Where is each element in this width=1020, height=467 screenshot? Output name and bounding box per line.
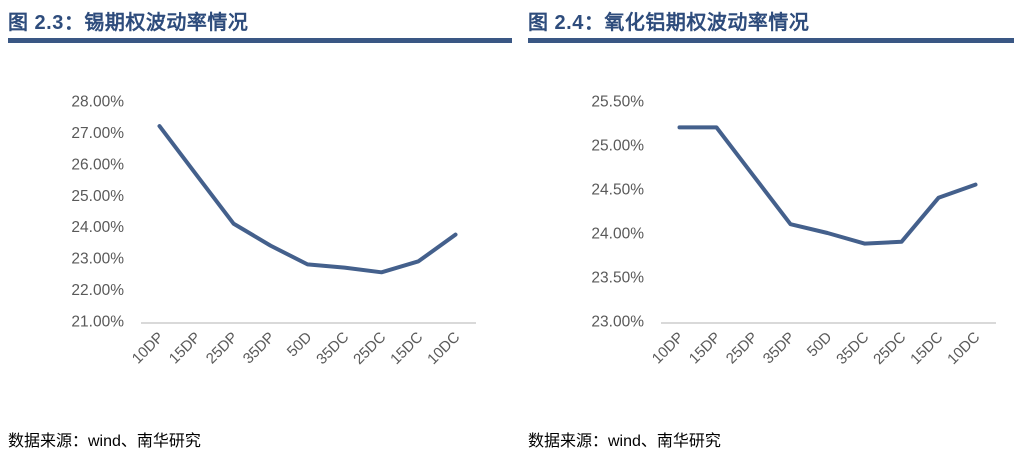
x-tick-label: 35DC [313,329,352,368]
volatility-smile-line [157,124,458,275]
figure-2-3-tin-volatility: 图 2.3：锡期权波动率情况 28.00% 27.00% 26.00% 25.00% 2… [8,0,512,451]
x-tick-label: 15DC [907,329,946,368]
y-tick-label: 25.50% [591,94,644,111]
y-axis-labels: 28.00% 27.00% 26.00% 25.00% 24.00% 23.00% 22.0… [71,94,124,331]
y-tick-label: 22.00% [71,282,124,299]
figure-2-4-title: 图 2.4：氧化铝期权波动率情况 [528,12,810,34]
x-tick-label: 15DC [387,329,426,368]
x-tick-label: 10DC [424,329,463,368]
y-tick-label: 23.00% [591,314,644,331]
x-tick-label: 35DP [240,329,279,368]
x-tick-label: 25DC [870,329,909,368]
figure-2-4-title-underline [528,38,1014,43]
figure-2-3-title-underline [8,38,512,43]
y-tick-label: 27.00% [71,125,124,142]
y-tick-label: 23.00% [71,251,124,268]
y-tick-label: 23.50% [591,270,644,287]
figure-2-3-title: 图 2.3：锡期权波动率情况 [8,12,249,34]
y-tick-label: 24.00% [591,226,644,243]
x-tick-label: 25DP [203,329,242,368]
x-tick-label: 15DP [166,329,205,368]
y-tick-label: 21.00% [71,314,124,331]
y-axis-labels: 25.50% 25.00% 24.50% 24.00% 23.50% 23.00% [591,94,644,331]
x-tick-label: 10DP [129,329,168,368]
y-tick-label: 25.00% [71,188,124,205]
x-tick-label: 35DP [760,329,799,368]
x-tick-label: 25DC [350,329,389,368]
x-tick-label: 35DC [833,329,872,368]
y-tick-label: 25.00% [591,138,644,155]
figure-2-4-data-source: 数据来源：wind、南华研究 [528,433,721,450]
volatility-smile-line [677,125,978,246]
tin-volatility-line-chart: 28.00% 27.00% 26.00% 25.00% 24.00% 23.00% 22.0… [71,94,476,368]
x-tick-label: 15DP [686,329,725,368]
alumina-volatility-line-chart: 25.50% 25.00% 24.50% 24.00% 23.50% 23.00% 10DP… [591,94,996,368]
x-tick-label: 25DP [723,329,762,368]
figure-2-4-alumina-volatility: 图 2.4：氧化铝期权波动率情况 25.50% 25.00% 24.50% 24.00… [528,0,1014,451]
y-tick-label: 26.00% [71,156,124,173]
y-tick-label: 24.50% [591,182,644,199]
x-tick-label: 10DC [944,329,983,368]
x-tick-label: 50D [804,329,836,361]
y-tick-label: 28.00% [71,94,124,111]
figure-2-3-data-source: 数据来源：wind、南华研究 [8,433,201,450]
x-tick-label: 50D [284,329,316,361]
x-tick-label: 10DP [649,329,688,368]
y-tick-label: 24.00% [71,219,124,236]
